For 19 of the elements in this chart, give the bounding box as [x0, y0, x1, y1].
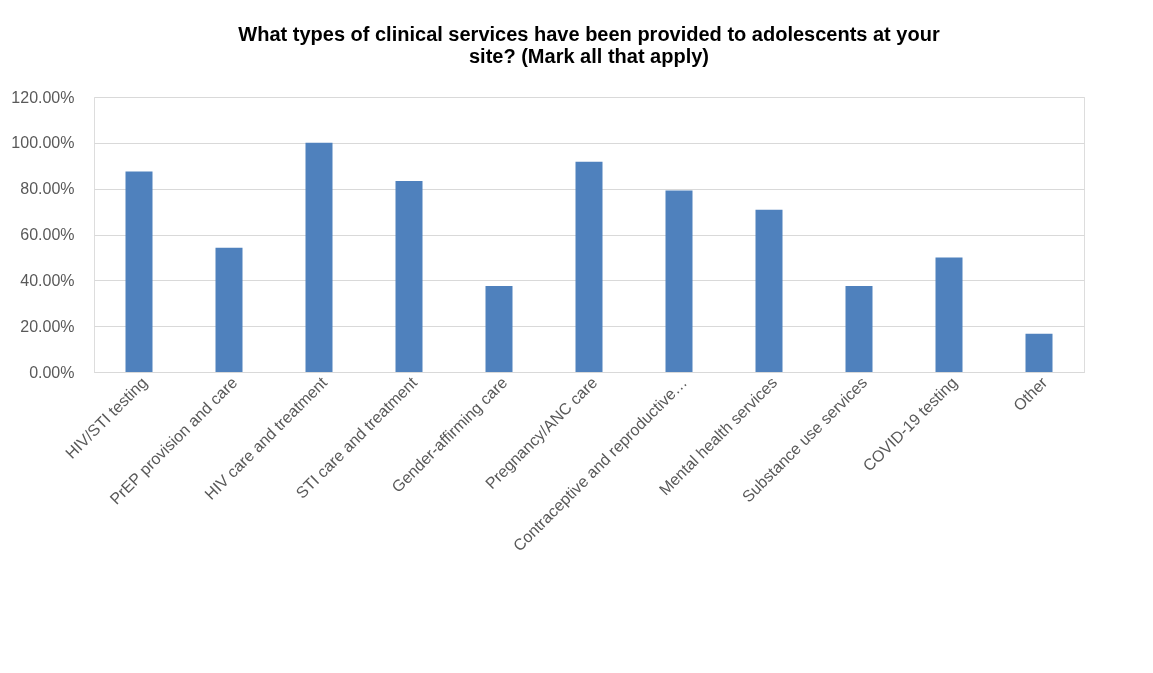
- bar: [305, 142, 333, 372]
- y-tick-label: 20.00%: [20, 317, 75, 335]
- chart-title: What types of clinical services have been provided to adolescents at your site? (Mark all that apply): [238, 23, 940, 67]
- bar: [125, 171, 153, 372]
- bar: [845, 286, 873, 372]
- bar: [935, 257, 963, 372]
- bar: [215, 247, 243, 372]
- bar: [395, 181, 423, 372]
- bar: [665, 190, 693, 372]
- y-tick-label: 40.00%: [20, 271, 75, 289]
- y-tick-label: 100.00%: [11, 134, 75, 152]
- bar: [575, 161, 603, 372]
- bar: [485, 286, 513, 372]
- bar: [755, 209, 783, 372]
- y-tick-label: 80.00%: [20, 180, 75, 198]
- bar: [1025, 333, 1053, 372]
- y-tick-label: 60.00%: [20, 226, 75, 243]
- y-tick-label: 0.00%: [29, 363, 75, 381]
- y-tick-label: 120.00%: [11, 88, 75, 106]
